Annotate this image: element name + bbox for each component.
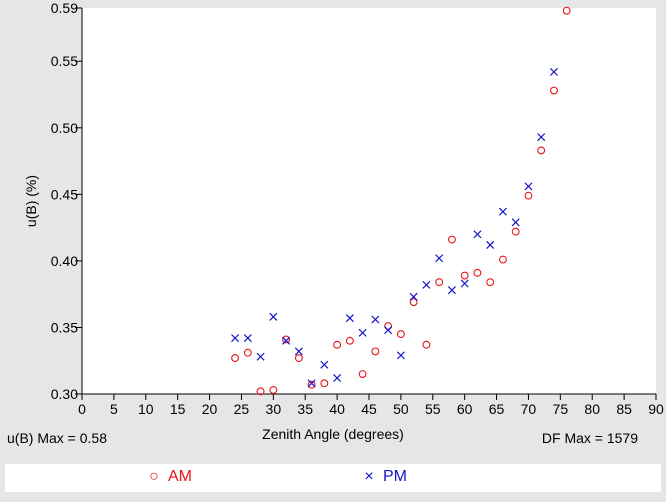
pm-point — [409, 292, 418, 301]
x-tick-label: 85 — [616, 401, 632, 417]
am-point — [396, 330, 405, 339]
y-tick-label: 0.35 — [51, 319, 78, 335]
am-point — [537, 146, 546, 155]
am-point — [511, 227, 520, 236]
x-tick-label: 80 — [584, 401, 600, 417]
am-point — [498, 255, 507, 264]
pm-point — [473, 230, 482, 239]
x-tick-label: 35 — [297, 401, 313, 417]
legend-label-am: AM — [168, 468, 192, 485]
am-point — [371, 347, 380, 356]
pm-point — [447, 286, 456, 295]
am-point — [422, 340, 431, 349]
pm-point — [333, 374, 342, 383]
x-tick-label: 15 — [170, 401, 186, 417]
x-tick-label: 30 — [266, 401, 282, 417]
am-point — [409, 298, 418, 307]
pm-series — [231, 67, 558, 388]
am-point — [269, 386, 278, 394]
x-tick-label: 55 — [425, 401, 441, 417]
pm-point — [549, 67, 558, 76]
am-point — [435, 278, 444, 287]
pm-point — [269, 312, 278, 321]
x-tick-label: 50 — [393, 401, 409, 417]
pm-point — [345, 314, 354, 323]
pm-point — [486, 240, 495, 249]
pm-point — [384, 326, 393, 335]
am-point — [282, 335, 291, 344]
am-point — [473, 268, 482, 277]
x-tick-label: 65 — [489, 401, 505, 417]
ub-max-readout: u(B) Max = 0.58 — [7, 430, 107, 446]
am-point — [345, 336, 354, 345]
pm-point — [498, 207, 507, 216]
legend-item-pm: × PM — [361, 468, 407, 486]
am-point — [524, 191, 533, 200]
pm-point — [320, 360, 329, 369]
am-point — [256, 387, 265, 396]
y-tick-label: 0.50 — [51, 120, 78, 136]
am-point — [562, 6, 571, 15]
am-series — [231, 6, 571, 396]
df-max-readout: DF Max = 1579 — [541, 430, 638, 446]
pm-point — [460, 279, 469, 288]
pm-point — [435, 254, 444, 263]
x-tick-label: 5 — [110, 401, 118, 417]
am-point — [550, 86, 558, 95]
x-tick-label: 60 — [457, 401, 473, 417]
am-point — [333, 340, 342, 349]
pm-point — [524, 182, 533, 191]
scatter-chart: 0.30 0.35 0.40 0.45 0.50 0.55 0.59 0 5 10 15 20 25 3… — [23, 0, 664, 417]
y-axis-label: u(B) (%) — [23, 175, 39, 227]
circle-marker-icon: ○ — [149, 468, 159, 485]
plot-area — [82, 8, 656, 394]
pm-point — [231, 334, 240, 343]
am-point — [358, 370, 367, 378]
x-tick-label: 0 — [78, 401, 86, 417]
pm-point — [422, 280, 431, 289]
pm-point — [256, 352, 265, 361]
x-tick-label: 20 — [202, 401, 218, 417]
am-point — [320, 379, 329, 388]
x-tick-label: 45 — [361, 401, 377, 417]
y-tick-label: 0.59 — [51, 0, 78, 16]
legend-item-am: ○ AM — [146, 468, 192, 486]
x-marker-icon: × — [364, 468, 374, 485]
y-tick-label: 0.30 — [51, 386, 78, 402]
legend: ○ AM × PM — [5, 464, 661, 492]
pm-point — [358, 328, 367, 337]
x-axis-ticks: 0 5 10 15 20 25 30 35 40 45 50 55 60 65 70 75 80 85 90 — [78, 394, 664, 417]
pm-point — [243, 334, 252, 343]
am-point — [307, 380, 316, 389]
am-point — [231, 354, 240, 363]
y-tick-label: 0.40 — [51, 253, 78, 269]
x-tick-label: 70 — [521, 401, 537, 417]
y-axis-ticks: 0.30 0.35 0.40 0.45 0.50 0.55 0.59 — [51, 0, 82, 402]
pm-point — [294, 347, 303, 356]
am-point — [243, 348, 252, 357]
am-point — [486, 278, 495, 287]
pm-point — [307, 379, 316, 388]
x-tick-label: 75 — [553, 401, 569, 417]
pm-point — [396, 351, 405, 360]
pm-point — [511, 218, 520, 227]
am-point — [294, 354, 303, 363]
legend-label-pm: PM — [383, 468, 407, 485]
x-tick-label: 40 — [329, 401, 345, 417]
y-tick-label: 0.45 — [51, 186, 78, 202]
x-tick-label: 10 — [138, 401, 154, 417]
x-axis-label: Zenith Angle (degrees) — [262, 426, 404, 442]
pm-point — [282, 336, 291, 345]
pm-point — [537, 133, 546, 142]
x-tick-label: 90 — [648, 401, 664, 417]
y-tick-label: 0.55 — [51, 53, 78, 69]
am-point — [460, 271, 469, 280]
x-tick-label: 25 — [234, 401, 250, 417]
pm-point — [371, 315, 380, 324]
am-point — [447, 235, 456, 244]
